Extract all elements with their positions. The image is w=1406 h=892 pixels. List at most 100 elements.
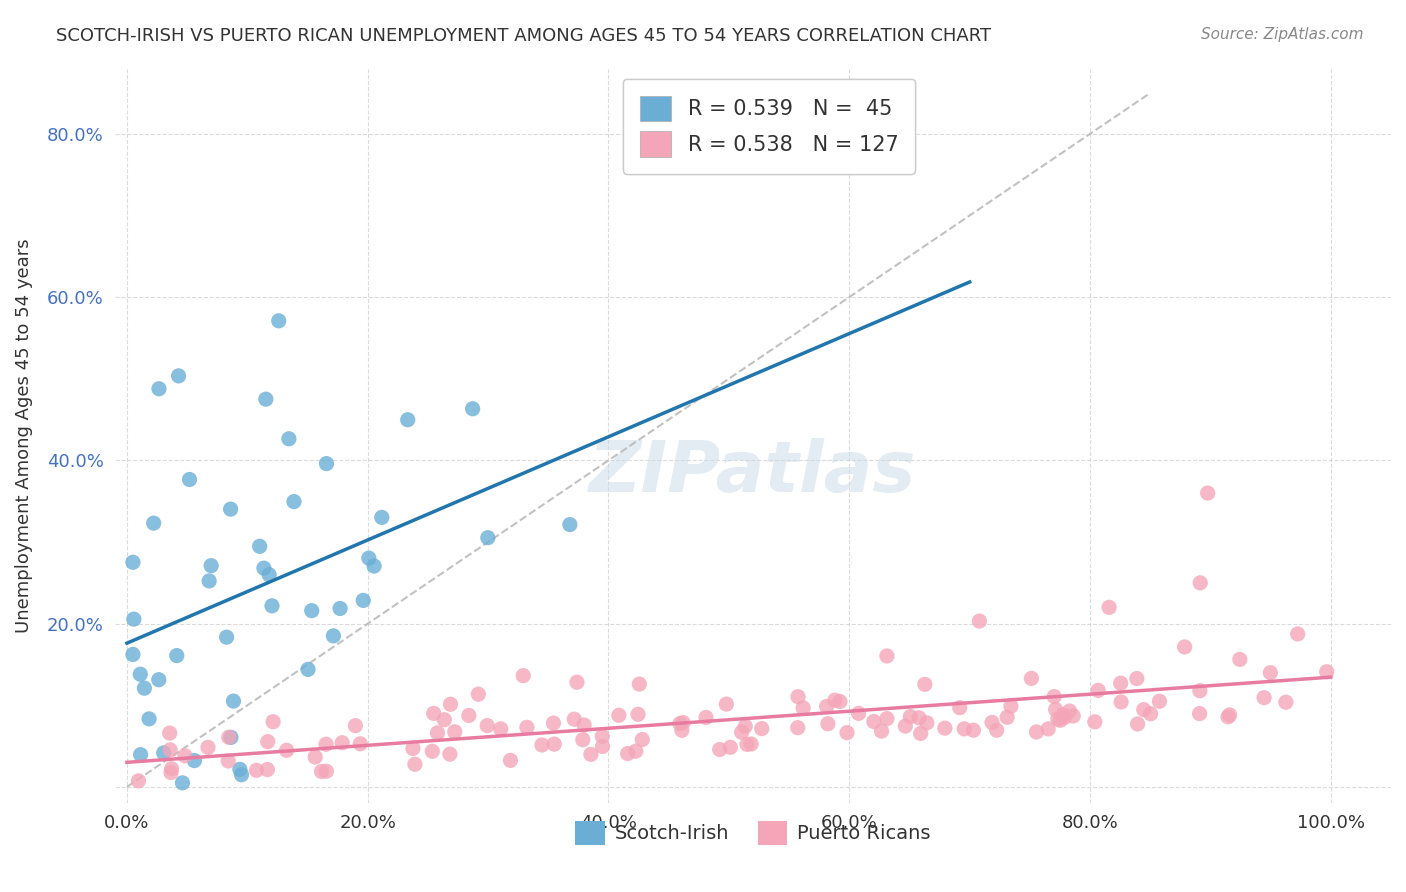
Puerto Ricans (981, 715, 1004, 730)
Scotch-Irish (357, 551, 380, 566)
Puerto Ricans (953, 722, 976, 736)
Puerto Ricans (245, 764, 267, 778)
Puerto Ricans (422, 706, 444, 721)
Puerto Ricans (159, 743, 181, 757)
Scotch-Irish (297, 662, 319, 676)
Puerto Ricans (934, 721, 956, 735)
Puerto Ricans (815, 699, 838, 714)
Y-axis label: Unemployment Among Ages 45 to 54 years: Unemployment Among Ages 45 to 54 years (15, 238, 32, 633)
Scotch-Irish (461, 401, 484, 416)
Puerto Ricans (512, 669, 534, 683)
Puerto Ricans (160, 762, 183, 776)
Puerto Ricans (311, 764, 333, 779)
Puerto Ricans (562, 712, 585, 726)
Scotch-Irish (142, 516, 165, 530)
Puerto Ricans (1025, 725, 1047, 739)
Puerto Ricans (174, 748, 197, 763)
Puerto Ricans (876, 648, 898, 663)
Puerto Ricans (1000, 699, 1022, 714)
Puerto Ricans (1084, 714, 1107, 729)
Scotch-Irish (352, 593, 374, 607)
Scotch-Irish (129, 747, 152, 762)
Puerto Ricans (908, 711, 931, 725)
Puerto Ricans (915, 715, 938, 730)
Puerto Ricans (628, 677, 651, 691)
Puerto Ricans (1062, 709, 1084, 723)
Scotch-Irish (558, 517, 581, 532)
Scotch-Irish (477, 531, 499, 545)
Puerto Ricans (900, 709, 922, 723)
Puerto Ricans (1126, 717, 1149, 731)
Puerto Ricans (735, 738, 758, 752)
Scotch-Irish (198, 574, 221, 588)
Puerto Ricans (624, 744, 647, 758)
Puerto Ricans (995, 710, 1018, 724)
Puerto Ricans (751, 722, 773, 736)
Puerto Ricans (876, 712, 898, 726)
Puerto Ricans (349, 737, 371, 751)
Puerto Ricans (218, 730, 240, 744)
Puerto Ricans (217, 754, 239, 768)
Puerto Ricans (1139, 706, 1161, 721)
Puerto Ricans (1052, 707, 1074, 722)
Scotch-Irish (200, 558, 222, 573)
Puerto Ricans (740, 737, 762, 751)
Puerto Ricans (433, 713, 456, 727)
Puerto Ricans (467, 687, 489, 701)
Puerto Ricans (1229, 652, 1251, 666)
Puerto Ricans (489, 722, 512, 736)
Puerto Ricans (420, 744, 443, 758)
Scotch-Irish (167, 368, 190, 383)
Puerto Ricans (127, 773, 149, 788)
Puerto Ricans (1053, 711, 1076, 725)
Puerto Ricans (402, 741, 425, 756)
Puerto Ricans (607, 708, 630, 723)
Scotch-Irish (134, 681, 156, 695)
Puerto Ricans (1021, 672, 1043, 686)
Scotch-Irish (219, 502, 242, 516)
Puerto Ricans (1126, 672, 1149, 686)
Puerto Ricans (499, 753, 522, 767)
Puerto Ricans (1059, 704, 1081, 718)
Puerto Ricans (672, 715, 695, 730)
Puerto Ricans (344, 718, 367, 732)
Puerto Ricans (315, 737, 337, 751)
Scotch-Irish (148, 673, 170, 687)
Puerto Ricans (669, 716, 692, 731)
Puerto Ricans (1109, 695, 1132, 709)
Puerto Ricans (787, 690, 810, 704)
Scotch-Irish (219, 731, 242, 745)
Puerto Ricans (1253, 690, 1275, 705)
Puerto Ricans (969, 614, 991, 628)
Puerto Ricans (792, 701, 814, 715)
Scotch-Irish (166, 648, 188, 663)
Puerto Ricans (731, 725, 754, 739)
Puerto Ricans (477, 718, 499, 732)
Scotch-Irish (222, 694, 245, 708)
Puerto Ricans (330, 736, 353, 750)
Puerto Ricans (516, 720, 538, 734)
Puerto Ricans (627, 707, 650, 722)
Puerto Ricans (1087, 683, 1109, 698)
Puerto Ricans (1260, 665, 1282, 680)
Puerto Ricans (1045, 702, 1067, 716)
Scotch-Irish (363, 559, 385, 574)
Puerto Ricans (543, 716, 565, 731)
Puerto Ricans (835, 725, 858, 739)
Puerto Ricans (1174, 640, 1197, 654)
Scotch-Irish (148, 382, 170, 396)
Puerto Ricans (1132, 703, 1154, 717)
Puerto Ricans (256, 734, 278, 748)
Puerto Ricans (592, 739, 614, 754)
Scotch-Irish (254, 392, 277, 406)
Scotch-Irish (371, 510, 394, 524)
Puerto Ricans (716, 697, 738, 711)
Text: ZIPatlas: ZIPatlas (589, 438, 917, 508)
Scotch-Irish (138, 712, 160, 726)
Scotch-Irish (267, 314, 290, 328)
Scotch-Irish (152, 746, 174, 760)
Puerto Ricans (828, 695, 851, 709)
Puerto Ricans (262, 714, 284, 729)
Puerto Ricans (1219, 707, 1241, 722)
Puerto Ricans (276, 743, 298, 757)
